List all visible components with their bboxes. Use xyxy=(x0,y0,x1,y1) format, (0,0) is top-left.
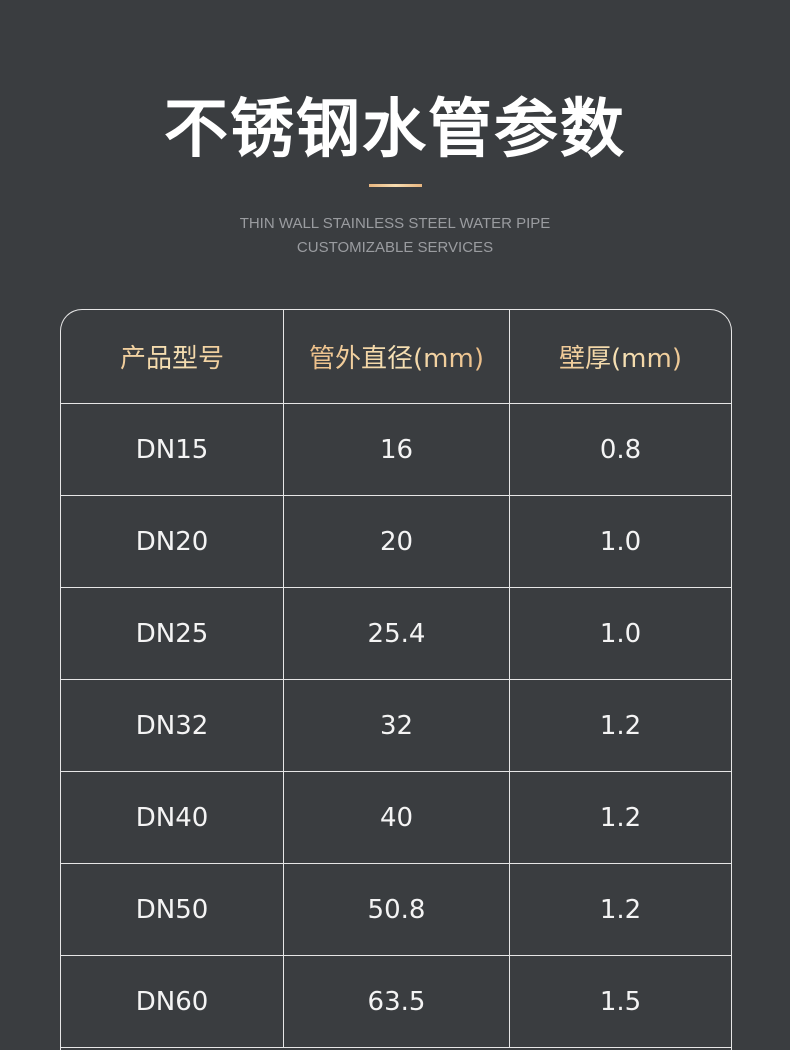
header-outer-diameter: 管外直径(mm) xyxy=(284,310,510,403)
table-row: DN60 63.5 1.5 xyxy=(61,956,731,1048)
header-wall-thickness: 壁厚(mm) xyxy=(510,310,731,403)
cell-model: DN15 xyxy=(61,404,284,495)
cell-model: DN32 xyxy=(61,680,284,771)
cell-outer-diameter: 20 xyxy=(284,496,510,587)
subtitle-line-2: CUSTOMIZABLE SERVICES xyxy=(296,239,494,256)
cell-outer-diameter: 25.4 xyxy=(284,588,510,679)
cell-model: DN50 xyxy=(61,864,284,955)
cell-wall-thickness: 1.0 xyxy=(599,618,642,649)
cell-outer-diameter: 16 xyxy=(284,404,510,495)
cell-wall-thickness: 1.0 xyxy=(599,526,642,557)
cell-model: DN60 xyxy=(61,956,284,1047)
cell-wall-thickness: 1.2 xyxy=(599,802,642,833)
subtitle-line-1: THIN WALL STAINLESS STEEL WATER PIPE xyxy=(239,215,551,232)
title-divider xyxy=(369,184,422,187)
table-row: DN50 50.8 1.2 xyxy=(61,864,731,956)
table-row: DN25 25.4 1.0 xyxy=(61,588,731,680)
table-header-row: 产品型号 管外直径(mm) 壁厚(mm) xyxy=(61,310,731,404)
cell-model: DN25 xyxy=(61,588,284,679)
cell-outer-diameter: 63.5 xyxy=(284,956,510,1047)
page-title: 不锈钢水管参数 xyxy=(164,93,626,167)
cell-model: DN20 xyxy=(61,496,284,587)
table-row: DN20 20 1.0 xyxy=(61,496,731,588)
cell-model: DN40 xyxy=(61,772,284,863)
cell-outer-diameter: 40 xyxy=(284,772,510,863)
cell-wall-thickness: 1.2 xyxy=(599,710,642,741)
header-model: 产品型号 xyxy=(61,310,284,403)
table-row: DN15 16 0.8 xyxy=(61,404,731,496)
cell-outer-diameter: 50.8 xyxy=(284,864,510,955)
spec-table: 产品型号 管外直径(mm) 壁厚(mm) DN15 16 0.8 DN20 20 1.0 D… xyxy=(60,309,732,1050)
cell-outer-diameter: 32 xyxy=(284,680,510,771)
cell-wall-thickness: 1.2 xyxy=(599,894,642,925)
cell-wall-thickness: 1.5 xyxy=(599,986,642,1017)
table-row: DN32 32 1.2 xyxy=(61,680,731,772)
cell-wall-thickness: 0.8 xyxy=(599,434,642,465)
table-row: DN40 40 1.2 xyxy=(61,772,731,864)
